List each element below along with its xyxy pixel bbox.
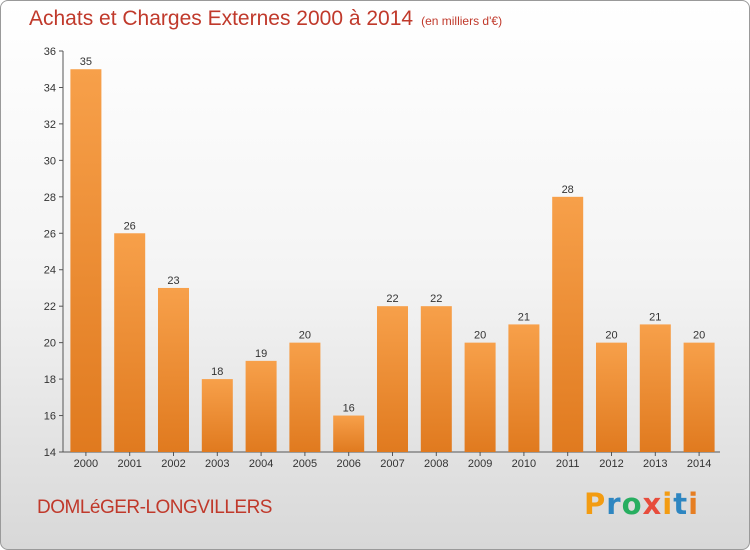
bar-2005 [289, 342, 321, 452]
bar-2014 [683, 342, 715, 452]
data-label: 35 [80, 56, 92, 68]
data-label: 22 [430, 293, 442, 305]
bar-2002 [158, 287, 189, 452]
data-label: 26 [124, 220, 136, 232]
data-label: 22 [386, 293, 398, 305]
x-tick-label: 2013 [643, 458, 667, 470]
chart-title-text: Achats et Charges Externes 2000 à 2014 [29, 7, 414, 30]
logo-letter: i [688, 487, 700, 521]
bar-2012 [596, 342, 627, 452]
x-tick-label: 2001 [117, 458, 141, 470]
chart-unit: (en milliers d'€) [421, 14, 503, 28]
data-label: 16 [343, 403, 355, 415]
x-tick-label: 2014 [687, 458, 711, 470]
logo-letter: r [606, 487, 622, 521]
x-tick-label: 2003 [205, 458, 229, 470]
bar-2001 [114, 233, 146, 452]
data-label: 23 [167, 275, 179, 287]
data-label: 21 [649, 311, 661, 323]
bar-2011 [552, 196, 584, 452]
data-label: 19 [255, 348, 267, 360]
x-tick-label: 2011 [556, 458, 580, 470]
data-label: 21 [518, 311, 530, 323]
logo-letter: o [621, 487, 643, 521]
proxiti-logo: Proxiti [584, 487, 699, 521]
data-label: 18 [211, 366, 223, 378]
logo-letter: P [584, 487, 607, 521]
x-tick-label: 2002 [161, 458, 185, 470]
y-tick-label: 28 [44, 192, 56, 204]
logo-letter: t [673, 487, 689, 521]
x-tick-label: 2010 [512, 458, 536, 470]
y-tick-label: 22 [44, 301, 56, 313]
x-tick-label: 2000 [74, 458, 98, 470]
data-label: 20 [693, 330, 705, 342]
data-label: 20 [605, 330, 617, 342]
logo-letter: x [642, 487, 663, 521]
y-tick-label: 18 [44, 374, 56, 386]
data-label: 28 [562, 184, 574, 196]
data-label: 20 [474, 330, 486, 342]
bar-2006 [333, 415, 365, 452]
y-tick-label: 36 [44, 46, 56, 58]
bar-2004 [245, 360, 277, 452]
bar-2013 [639, 324, 671, 452]
y-tick-label: 14 [44, 447, 56, 459]
y-tick-label: 30 [44, 155, 56, 167]
y-tick-label: 32 [44, 119, 56, 131]
y-tick-label: 24 [44, 265, 56, 277]
x-tick-label: 2006 [336, 458, 360, 470]
bar-2008 [420, 306, 452, 452]
bar-2007 [377, 306, 408, 452]
data-label: 20 [299, 330, 311, 342]
y-tick-label: 16 [44, 411, 56, 423]
x-tick-label: 2007 [380, 458, 404, 470]
y-tick-label: 20 [44, 338, 56, 350]
x-tick-label: 2012 [599, 458, 623, 470]
chart-title: Achats et Charges Externes 2000 à 2014 (e… [29, 7, 502, 31]
bar-2003 [201, 379, 233, 452]
x-tick-label: 2009 [468, 458, 492, 470]
bar-2000 [70, 69, 102, 453]
town-name: DOMLéGER-LONGVILLERS [37, 497, 272, 518]
x-tick-label: 2008 [424, 458, 448, 470]
logo-letter: i [662, 487, 674, 521]
y-tick-label: 26 [44, 228, 56, 240]
x-tick-label: 2004 [249, 458, 273, 470]
bar-2009 [464, 342, 496, 452]
x-tick-label: 2005 [293, 458, 317, 470]
bar-2010 [508, 324, 540, 452]
y-tick-label: 34 [44, 82, 56, 94]
